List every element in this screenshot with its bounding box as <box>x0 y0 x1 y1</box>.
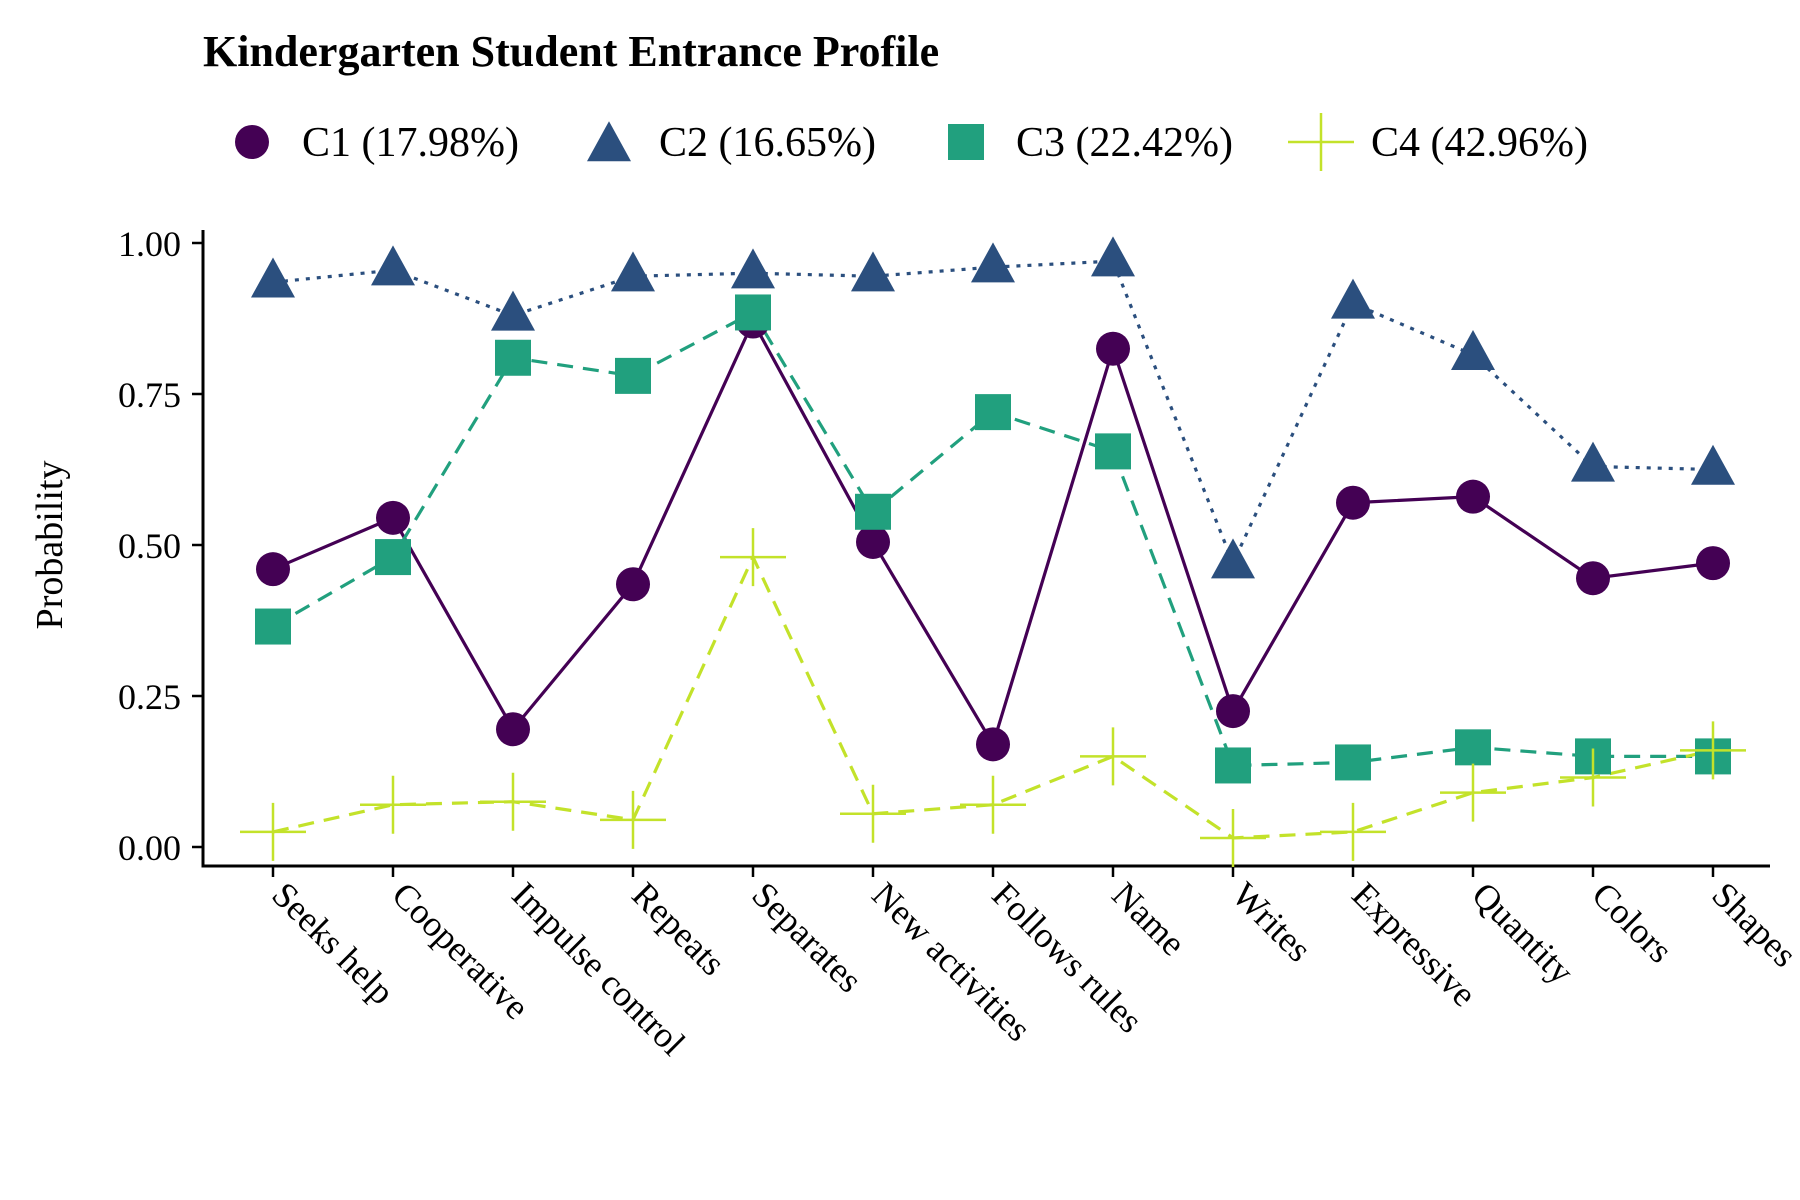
data-point-2-new-activities <box>851 251 895 292</box>
y-tick-label: 1.00 <box>118 224 181 264</box>
plot-area: 0.00 0.25 0.50 0.75 1.00 Seeks helpCooperati… <box>118 224 1800 1063</box>
x-tick-label-name: Name <box>1104 874 1193 963</box>
data-point-3-repeats <box>615 357 651 394</box>
x-tick-label-shapes: Shapes <box>1704 874 1800 974</box>
data-point-2-shapes <box>1691 444 1735 485</box>
data-point-1-seeks-help <box>256 552 290 587</box>
data-point-3-name <box>1095 433 1131 470</box>
y-axis-ticks: 0.00 0.25 0.50 0.75 1.00 <box>118 224 203 868</box>
legend-key-circle-icon <box>235 125 269 159</box>
data-point-1-follows-rules <box>976 727 1010 762</box>
legend-key-plus-icon <box>1288 113 1354 171</box>
series-markers <box>240 236 1746 867</box>
y-tick-label: 0.50 <box>118 526 181 566</box>
chart-title: Kindergarten Student Entrance Profile <box>203 27 939 76</box>
data-point-1-impulse-control <box>496 712 530 747</box>
series-points-c1-17-98 <box>256 304 1730 762</box>
y-tick-label: 0.25 <box>118 677 181 717</box>
data-point-2-quantity <box>1451 329 1495 370</box>
y-tick-label: 0.75 <box>118 375 181 415</box>
legend-item-c1-17-98: C1 (17.98%) <box>235 120 519 166</box>
data-point-2-follows-rules <box>971 242 1015 283</box>
data-point-3-follows-rules <box>975 394 1011 431</box>
data-point-2-name <box>1091 236 1135 277</box>
legend-label: C1 (17.98%) <box>302 120 519 166</box>
legend-key-square-icon <box>948 124 984 160</box>
data-point-1-new-activities <box>856 524 890 559</box>
data-point-1-repeats <box>616 567 650 602</box>
data-point-1-writes <box>1216 694 1250 729</box>
data-point-1-cooperative <box>376 500 410 535</box>
series-line-c3-22-42 <box>272 310 1713 768</box>
data-point-4-writes <box>1200 808 1266 867</box>
x-tick-label-repeats: Repeats <box>624 874 733 983</box>
data-point-4-repeats <box>600 790 666 849</box>
x-tick-label-seeks-help: Seeks help <box>264 874 402 1012</box>
legend: C1 (17.98%) C2 (16.65%) C3 (22.42%) C4 (42.… <box>235 113 1588 171</box>
x-tick-label-quantity: Quantity <box>1464 874 1581 991</box>
series-points-c3-22-42 <box>255 294 1731 784</box>
data-point-3-impulse-control <box>495 339 531 376</box>
data-point-4-shapes <box>1680 721 1746 780</box>
data-point-3-cooperative <box>375 539 411 576</box>
data-point-1-expressive <box>1336 485 1370 520</box>
legend-item-c3-22-42: C3 (22.42%) <box>948 120 1233 166</box>
data-point-4-quantity <box>1440 763 1506 822</box>
data-point-1-name <box>1096 331 1130 366</box>
legend-item-c4-42-96: C4 (42.96%) <box>1288 113 1588 171</box>
data-point-2-repeats <box>611 251 655 292</box>
x-tick-label-writes: Writes <box>1224 874 1319 969</box>
data-point-4-colors <box>1560 748 1626 807</box>
data-point-1-shapes <box>1696 546 1730 581</box>
data-point-2-impulse-control <box>491 290 535 331</box>
data-point-3-separates <box>735 294 771 331</box>
series-points-c4-42-96 <box>240 528 1746 867</box>
legend-label: C4 (42.96%) <box>1371 120 1588 166</box>
data-point-3-quantity <box>1455 729 1491 766</box>
data-point-4-separates <box>720 528 786 587</box>
x-tick-label-expressive: Expressive <box>1344 874 1484 1014</box>
data-point-4-impulse-control <box>480 772 546 831</box>
data-point-3-writes <box>1215 747 1251 784</box>
legend-item-c2-16-65: C2 (16.65%) <box>587 120 876 166</box>
series-layer <box>240 236 1746 867</box>
series-line-c1-17-98 <box>272 317 1714 749</box>
data-point-2-seeks-help <box>251 257 295 298</box>
y-tick-label: 0.00 <box>118 828 181 868</box>
data-point-4-follows-rules <box>960 775 1026 834</box>
data-point-2-writes <box>1211 538 1255 579</box>
data-point-2-cooperative <box>371 245 415 286</box>
x-tick-label-separates: Separates <box>744 874 870 1000</box>
data-point-4-name <box>1080 727 1146 786</box>
data-point-4-cooperative <box>360 775 426 834</box>
y-axis-label: Probability <box>29 461 71 630</box>
data-point-3-expressive <box>1335 744 1371 781</box>
data-point-2-colors <box>1571 441 1615 482</box>
x-tick-label-colors: Colors <box>1584 874 1680 970</box>
data-point-2-expressive <box>1331 278 1375 319</box>
data-point-4-seeks-help <box>240 802 306 861</box>
data-point-1-colors <box>1576 561 1610 596</box>
data-point-3-seeks-help <box>255 608 291 645</box>
legend-label: C2 (16.65%) <box>659 120 876 166</box>
legend-label: C3 (22.42%) <box>1016 120 1233 166</box>
data-point-1-quantity <box>1456 479 1490 514</box>
series-points-c2-16-65 <box>251 236 1735 579</box>
data-point-4-expressive <box>1320 802 1386 861</box>
data-point-4-new-activities <box>840 784 906 843</box>
data-point-3-new-activities <box>855 493 891 530</box>
data-point-2-separates <box>731 248 775 289</box>
legend-key-triangle-icon <box>587 121 631 162</box>
